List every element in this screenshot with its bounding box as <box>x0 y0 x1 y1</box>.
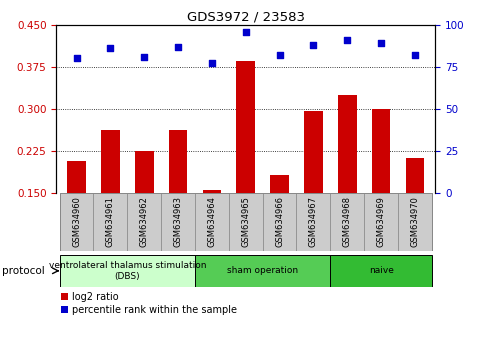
FancyBboxPatch shape <box>397 193 431 251</box>
FancyBboxPatch shape <box>329 193 364 251</box>
Bar <box>270 175 288 193</box>
Text: protocol: protocol <box>2 266 45 276</box>
Text: GSM634961: GSM634961 <box>106 196 115 247</box>
FancyBboxPatch shape <box>195 255 329 287</box>
FancyBboxPatch shape <box>195 193 228 251</box>
Text: GSM634970: GSM634970 <box>409 196 419 247</box>
Text: GSM634960: GSM634960 <box>72 196 81 247</box>
Bar <box>304 111 322 193</box>
Legend: log2 ratio, percentile rank within the sample: log2 ratio, percentile rank within the s… <box>61 292 236 314</box>
Text: GSM634966: GSM634966 <box>274 196 284 247</box>
FancyBboxPatch shape <box>60 255 195 287</box>
FancyBboxPatch shape <box>161 193 195 251</box>
Point <box>73 56 81 61</box>
FancyBboxPatch shape <box>93 193 127 251</box>
Point <box>174 44 182 50</box>
Text: GSM634965: GSM634965 <box>241 196 250 247</box>
Point <box>275 52 283 58</box>
FancyBboxPatch shape <box>329 255 431 287</box>
Text: GSM634968: GSM634968 <box>342 196 351 247</box>
Title: GDS3972 / 23583: GDS3972 / 23583 <box>186 11 304 24</box>
FancyBboxPatch shape <box>364 193 397 251</box>
Bar <box>168 130 187 193</box>
Bar <box>202 190 221 193</box>
Text: GSM634963: GSM634963 <box>173 196 182 247</box>
Point <box>140 54 148 59</box>
Bar <box>67 161 86 193</box>
Point <box>309 42 317 48</box>
Point <box>376 40 384 46</box>
Text: GSM634969: GSM634969 <box>376 196 385 247</box>
FancyBboxPatch shape <box>262 193 296 251</box>
Bar <box>337 95 356 193</box>
Text: sham operation: sham operation <box>226 266 298 275</box>
Point <box>207 61 215 66</box>
Point <box>343 37 350 43</box>
Point <box>106 46 114 51</box>
Bar <box>371 109 389 193</box>
Point <box>241 29 249 34</box>
Bar <box>236 61 255 193</box>
FancyBboxPatch shape <box>127 193 161 251</box>
Bar <box>101 130 120 193</box>
Text: naive: naive <box>368 266 393 275</box>
Text: ventrolateral thalamus stimulation
(DBS): ventrolateral thalamus stimulation (DBS) <box>48 261 205 280</box>
Text: GSM634967: GSM634967 <box>308 196 317 247</box>
Bar <box>135 151 153 193</box>
Bar <box>405 158 424 193</box>
FancyBboxPatch shape <box>228 193 262 251</box>
Point <box>410 52 418 58</box>
FancyBboxPatch shape <box>296 193 329 251</box>
Text: GSM634964: GSM634964 <box>207 196 216 247</box>
FancyBboxPatch shape <box>60 193 93 251</box>
Text: GSM634962: GSM634962 <box>140 196 148 247</box>
